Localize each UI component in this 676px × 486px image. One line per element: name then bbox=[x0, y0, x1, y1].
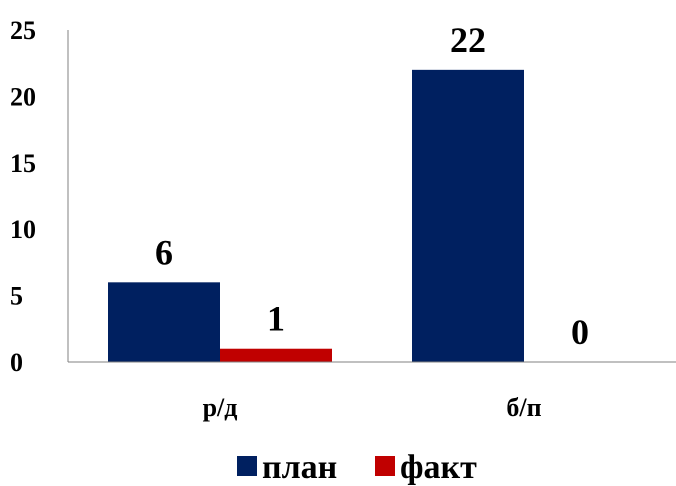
bars bbox=[108, 69, 524, 362]
x-tick-label: б/п bbox=[506, 393, 541, 422]
y-tick-label: 20 bbox=[10, 82, 36, 111]
x-axis: р/д б/п bbox=[68, 361, 676, 422]
legend-swatch-факт bbox=[375, 456, 395, 476]
data-label: 22 bbox=[450, 20, 486, 60]
data-label: 0 bbox=[571, 312, 589, 352]
y-tick-label: 0 bbox=[10, 348, 23, 377]
legend-swatch-план bbox=[237, 456, 257, 476]
y-tick-label: 10 bbox=[10, 215, 36, 244]
legend: план факт bbox=[237, 449, 477, 486]
data-labels: 6 1 22 0 bbox=[155, 20, 589, 352]
data-label: 6 bbox=[155, 232, 173, 272]
y-tick-label: 25 bbox=[10, 16, 36, 45]
x-tick-label: р/д bbox=[203, 393, 238, 422]
bar-план-1 bbox=[412, 69, 524, 362]
legend-label: план bbox=[262, 449, 337, 486]
y-axis: 0 5 10 15 20 25 bbox=[10, 16, 69, 377]
legend-label: факт bbox=[400, 449, 477, 486]
y-tick-label: 15 bbox=[10, 149, 36, 178]
y-tick-label: 5 bbox=[10, 282, 23, 311]
bar-факт-0 bbox=[220, 348, 332, 362]
bar-план-0 bbox=[108, 282, 220, 362]
data-label: 1 bbox=[267, 299, 285, 339]
